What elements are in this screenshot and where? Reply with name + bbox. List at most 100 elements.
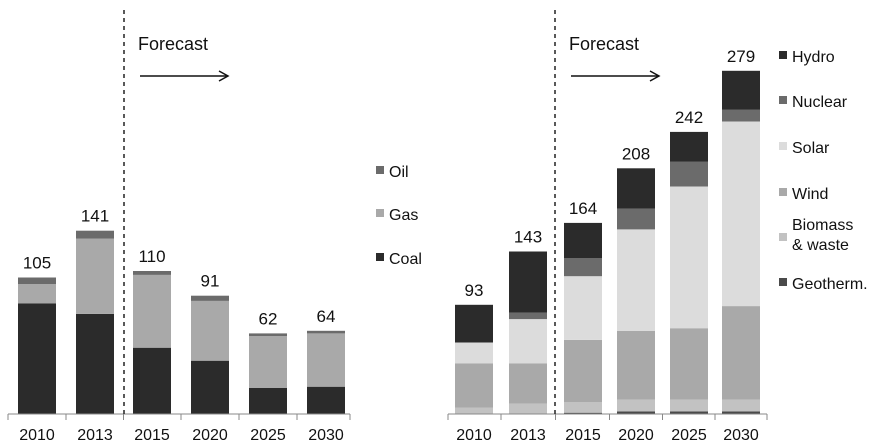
bar-biomass-waste-2020 (617, 399, 655, 412)
bar-hydro-2020 (617, 168, 655, 209)
bar-nuclear-2013 (509, 312, 547, 320)
bar-wind-2020 (617, 330, 655, 400)
bar-coal-2010 (18, 303, 56, 414)
legend-swatch-geotherm (779, 278, 787, 286)
total-label-2010: 93 (465, 281, 484, 300)
forecast-arrow-head-icon (649, 70, 661, 82)
total-label-2020: 91 (201, 272, 220, 291)
bar-oil-2013 (76, 230, 114, 239)
bar-coal-2025 (249, 388, 287, 414)
total-label-2010: 105 (23, 254, 51, 273)
bar-hydro-2015 (564, 222, 602, 258)
bar-wind-2030 (722, 306, 760, 400)
bar-wind-2013 (509, 363, 547, 404)
x-tick-label-2010: 2010 (19, 427, 55, 443)
legend-swatch-oil (376, 166, 384, 174)
bar-biomass-waste-2013 (509, 403, 547, 414)
left-chart: 105 2010 141 2013 110 2015 91 2020 62 2025 64 2030 F… (7, 10, 422, 443)
bar-solar-2020 (617, 229, 655, 331)
bar-coal-2015 (133, 347, 171, 414)
total-label-2013: 143 (514, 228, 542, 247)
x-tick-label-2025: 2025 (671, 427, 707, 443)
bar-solar-2010 (455, 342, 493, 364)
forecast-label: Forecast (569, 34, 639, 54)
x-tick-label-2015: 2015 (565, 427, 601, 443)
forecast-label: Forecast (138, 34, 208, 54)
legend-label-biomass-waste-line1: Biomass (792, 217, 853, 234)
bar-gas-2025 (249, 336, 287, 388)
total-label-2013: 141 (81, 207, 109, 226)
bar-nuclear-2015 (564, 258, 602, 277)
bar-oil-2015 (133, 271, 171, 275)
bar-geotherm-2015 (564, 412, 602, 414)
bar-nuclear-2020 (617, 208, 655, 230)
bar-hydro-2010 (455, 304, 493, 343)
legend-label-wind: Wind (792, 186, 828, 203)
legend-label-biomass-waste-line2: & waste (792, 237, 849, 254)
bar-biomass-waste-2030 (722, 399, 760, 412)
bar-coal-2013 (76, 313, 114, 414)
x-tick-label-2020: 2020 (192, 427, 228, 443)
bar-solar-2015 (564, 276, 602, 340)
x-tick-label-2015: 2015 (134, 427, 170, 443)
legend-label-gas: Gas (389, 207, 418, 224)
x-tick-label-2013: 2013 (77, 427, 113, 443)
x-tick-label-2025: 2025 (250, 427, 286, 443)
bar-oil-2030 (307, 330, 345, 334)
total-label-2015: 164 (569, 199, 597, 218)
total-label-2030: 64 (317, 307, 336, 326)
x-tick-label-2030: 2030 (308, 427, 344, 443)
bar-geotherm-2025 (670, 411, 708, 414)
x-tick-label-2030: 2030 (723, 427, 759, 443)
bar-oil-2025 (249, 333, 287, 336)
x-tick-label-2020: 2020 (618, 427, 654, 443)
bar-geotherm-2020 (617, 411, 655, 414)
legend-swatch-hydro (779, 51, 787, 59)
bar-wind-2025 (670, 328, 708, 400)
x-tick-label-2010: 2010 (456, 427, 492, 443)
total-label-2015: 110 (138, 247, 165, 266)
bar-gas-2010 (18, 284, 56, 304)
bar-solar-2025 (670, 186, 708, 329)
x-tick-label-2013: 2013 (510, 427, 546, 443)
legend-swatch-wind (779, 188, 787, 196)
bar-nuclear-2025 (670, 161, 708, 187)
bar-solar-2030 (722, 121, 760, 307)
bar-coal-2020 (191, 360, 229, 414)
legend-label-nuclear: Nuclear (792, 94, 848, 111)
bar-oil-2020 (191, 295, 229, 301)
legend-label-coal: Coal (389, 251, 422, 268)
bar-gas-2013 (76, 238, 114, 314)
bar-geotherm-2030 (722, 411, 760, 414)
right-chart: 93 2010 143 2013 164 2015 208 2020 242 2025 279 203… (447, 10, 868, 443)
bar-hydro-2030 (722, 70, 760, 110)
bar-biomass-waste-2025 (670, 399, 708, 412)
bar-biomass-waste-2015 (564, 402, 602, 413)
bar-gas-2015 (133, 274, 171, 348)
legend-swatch-gas (376, 209, 384, 217)
forecast-arrow-head-icon (218, 70, 230, 82)
bar-coal-2030 (307, 386, 345, 414)
legend-label-oil: Oil (389, 164, 409, 181)
bar-hydro-2025 (670, 131, 708, 162)
bar-gas-2030 (307, 333, 345, 387)
bar-gas-2020 (191, 300, 229, 361)
bar-wind-2015 (564, 339, 602, 403)
total-label-2025: 242 (675, 108, 703, 127)
bar-wind-2010 (455, 363, 493, 408)
total-label-2025: 62 (259, 309, 278, 328)
legend-swatch-coal (376, 253, 384, 261)
legend-label-solar: Solar (792, 140, 830, 157)
legend-label-geotherm: Geotherm. (792, 276, 868, 293)
bar-biomass-waste-2010 (455, 407, 493, 414)
legend-label-hydro: Hydro (792, 49, 835, 66)
total-label-2030: 279 (727, 47, 755, 66)
bar-nuclear-2030 (722, 109, 760, 122)
legend-swatch-solar (779, 142, 787, 150)
legend-swatch-biomass-waste (779, 233, 787, 241)
bar-solar-2013 (509, 319, 547, 364)
legend-swatch-nuclear (779, 96, 787, 104)
total-label-2020: 208 (622, 144, 650, 163)
bar-oil-2010 (18, 277, 56, 284)
